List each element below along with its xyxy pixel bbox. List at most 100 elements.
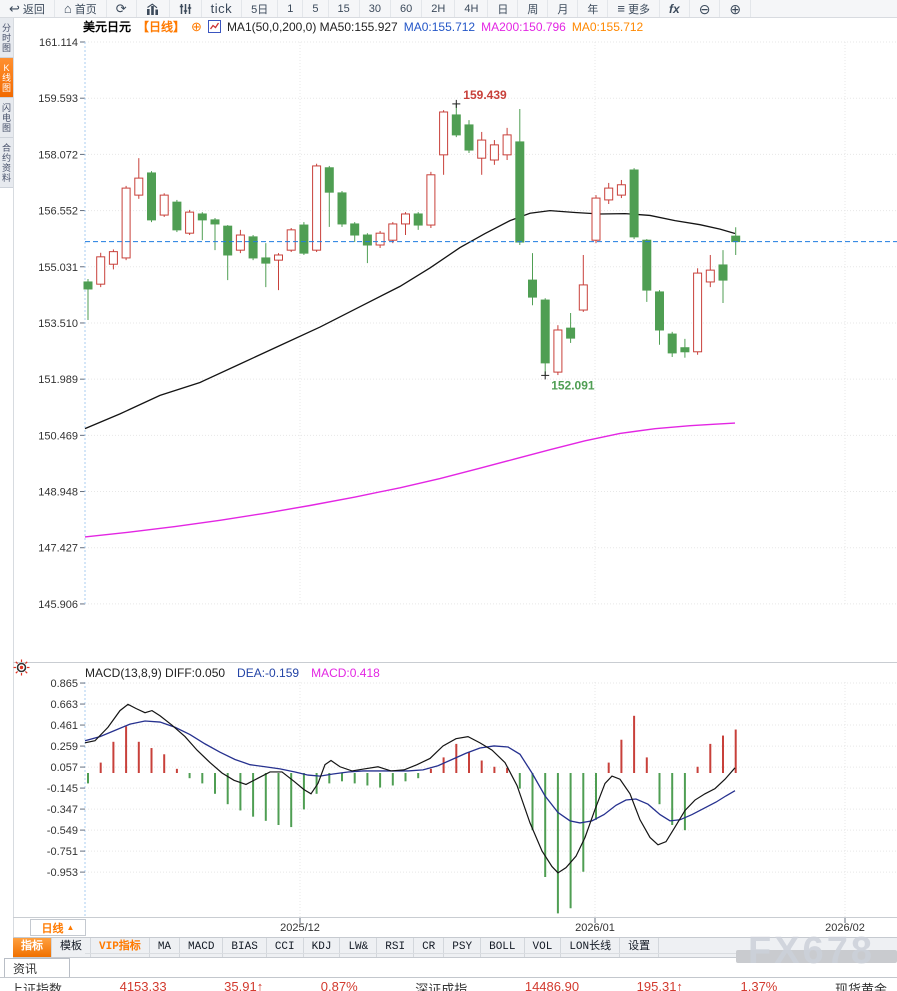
svg-text:147.427: 147.427 [38, 543, 78, 555]
toolbar-period-month-button[interactable]: 月 [548, 0, 579, 17]
toolbar-fx-functions-button[interactable]: fx [660, 0, 690, 17]
indicator-tab-lon[interactable]: LON长线 [561, 938, 621, 957]
symbol-name: 美元日元 [83, 20, 132, 34]
macd-macd-value: MACD:0.418 [311, 666, 380, 680]
indicator-tab-cr[interactable]: CR [414, 938, 445, 957]
indicator-tab-ma[interactable]: MA [150, 938, 181, 957]
sidebar-tab-contract-info[interactable]: 合约资料 [0, 138, 13, 188]
indicator-tab-cci[interactable]: CCI [267, 938, 304, 957]
toolbar-period-15-label: 15 [337, 2, 350, 15]
toolbar-period-5d-label: 5日 [251, 3, 269, 16]
svg-text:2026/01: 2026/01 [575, 922, 615, 934]
toolbar-period-week-button[interactable]: 周 [518, 0, 549, 17]
indicator-tab-templates[interactable]: 模板 [52, 938, 91, 957]
circle-plus-icon[interactable]: ⊕ [191, 18, 202, 34]
toolbar-refresh-button[interactable]: ⟳ [107, 0, 137, 17]
news-divider [0, 977, 897, 978]
macd-dea-value: DEA:-0.159 [237, 666, 300, 680]
indicator-tab-rsi[interactable]: RSI [377, 938, 415, 957]
sidebar-tab-kline[interactable]: K线图 [0, 58, 13, 98]
ticker-item-0: 上证指数 [10, 982, 63, 991]
svg-text:-0.145: -0.145 [47, 783, 78, 795]
period-selector[interactable]: 日线 ▲ [30, 919, 86, 936]
ma0-blue-value: MA0:155.712 [403, 19, 476, 34]
toolbar-period-5d-button[interactable]: 5日 [242, 0, 279, 17]
ticker-item-8: 现货黄金 [834, 982, 887, 991]
indicator-settings-icon [179, 3, 192, 15]
toolbar-zoom-out-button[interactable]: ⊖ [690, 0, 721, 17]
toolbar-period-2h-button[interactable]: 2H [422, 0, 456, 17]
svg-text:158.072: 158.072 [38, 149, 78, 161]
chart-type-sidebar: 分时图 K线图 闪电图 合约资料 [0, 18, 13, 188]
svg-text:-0.347: -0.347 [47, 804, 78, 816]
toolbar-indicator-settings-button[interactable] [170, 0, 202, 17]
sidebar-tab-lightning[interactable]: 闪电图 [0, 98, 13, 138]
toolbar-period-2h-label: 2H [431, 2, 446, 15]
svg-text:155.031: 155.031 [38, 262, 78, 274]
toolbar-period-tick-button[interactable]: tick [202, 0, 243, 17]
indicator-tab-lw[interactable]: LW& [340, 938, 378, 957]
ticker-item-2: 35.91↑ [224, 979, 264, 991]
svg-text:153.510: 153.510 [38, 318, 78, 330]
ticker-item-6: 195.31↑ [636, 979, 683, 991]
toolbar-chart-type-button[interactable] [137, 0, 170, 17]
toolbar-more-button[interactable]: ≡ 更多 [608, 0, 661, 17]
zoom-in-icon: ⊕ [729, 0, 742, 17]
indicator-tab-kdj[interactable]: KDJ [304, 938, 341, 957]
sidebar-tab-time-share[interactable]: 分时图 [0, 18, 13, 58]
svg-text:0.663: 0.663 [50, 699, 78, 711]
kline-chart-icon [207, 20, 221, 33]
toolbar-home-button[interactable]: ⌂ 首页 [55, 0, 107, 17]
chevron-up-icon: ▲ [66, 923, 75, 932]
toolbar-period-4h-label: 4H [464, 2, 479, 15]
toolbar-period-1-button[interactable]: 1 [278, 0, 304, 17]
toolbar-period-5-label: 5 [312, 2, 319, 15]
indicator-tab-vip-indicators[interactable]: VIP指标 [91, 938, 150, 957]
toolbar-back-button[interactable]: ↩ 返回 [0, 0, 55, 17]
toolbar-period-60-label: 60 [400, 2, 413, 15]
indicator-tab-macd[interactable]: MACD [180, 938, 224, 957]
indicator-tab-bias[interactable]: BIAS [223, 938, 267, 957]
crosshair-sun-icon[interactable] [13, 659, 30, 681]
horizontal-scrollbar-track[interactable] [85, 953, 897, 954]
ma200-value: MA200:150.796 [481, 19, 566, 34]
svg-text:0.461: 0.461 [50, 720, 78, 732]
toolbar-zoom-in-button[interactable]: ⊕ [720, 0, 752, 17]
horizontal-scrollbar-thumb[interactable] [736, 950, 897, 963]
tab-news[interactable]: 资讯 [4, 958, 70, 977]
toolbar-period-60-button[interactable]: 60 [391, 0, 423, 17]
ticker-item-3: 0.87% [320, 979, 358, 991]
svg-text:156.552: 156.552 [38, 206, 78, 218]
toolbar-period-month-label: 月 [557, 3, 569, 16]
indicator-tab-settings[interactable]: 设置 [620, 938, 660, 957]
ticker-item-4: 深证成指 [415, 982, 468, 991]
period-tag: 【日线】 [137, 20, 186, 34]
ma0-orange-value: MA0:155.712 [571, 19, 644, 34]
svg-text:148.948: 148.948 [38, 487, 78, 499]
svg-text:-0.549: -0.549 [47, 825, 78, 837]
back-icon: ↩ [9, 1, 20, 16]
toolbar-period-year-button[interactable]: 年 [578, 0, 609, 17]
chart-header: 美元日元 【日线】 ⊕ MA1(50,0,200,0) MA50:155.927… [83, 18, 644, 35]
indicator-tab-bar: 指标 模板 VIP指标 MA MACD BIAS CCI KDJ LW& RSI CR PSY BOLL… [13, 937, 897, 958]
market-ticker: 上证指数 4153.33 35.91↑ 0.87% 深证成指 14486.90 195.31… [0, 979, 897, 991]
ma-settings-label: MA1(50,0,200,0) MA50:155.927 [226, 19, 398, 34]
svg-text:150.469: 150.469 [38, 430, 78, 442]
svg-text:2026/02: 2026/02 [825, 922, 865, 934]
indicator-tab-psy[interactable]: PSY [444, 938, 482, 957]
toolbar-period-4h-button[interactable]: 4H [455, 0, 489, 17]
toolbar-period-30-button[interactable]: 30 [360, 0, 392, 17]
macd-header: MACD(13,8,9) DIFF:0.050 DEA:-0.159 MACD:… [85, 666, 380, 680]
indicator-tab-vol[interactable]: VOL [525, 938, 562, 957]
toolbar-period-15-button[interactable]: 15 [329, 0, 360, 17]
svg-text:-0.751: -0.751 [47, 846, 78, 858]
toolbar-more-label: 更多 [628, 3, 651, 16]
indicator-tab-indicators[interactable]: 指标 [13, 938, 52, 957]
toolbar-period-day-button[interactable]: 日 [488, 0, 519, 17]
toolbar-period-week-label: 周 [527, 3, 539, 16]
toolbar-period-5-button[interactable]: 5 [303, 0, 329, 17]
svg-text:145.906: 145.906 [38, 599, 78, 611]
indicator-tab-boll[interactable]: BOLL [481, 938, 525, 957]
